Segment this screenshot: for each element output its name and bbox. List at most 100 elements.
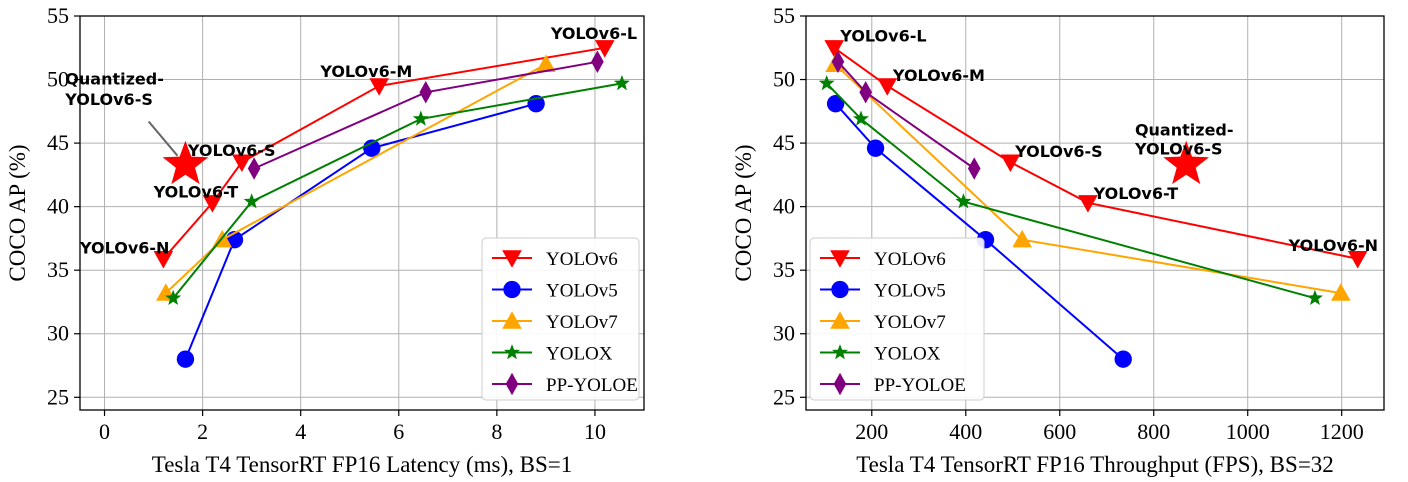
x-tick-label: 200 bbox=[855, 419, 888, 444]
annotation-label: YOLOv6-S bbox=[1134, 140, 1223, 159]
data-point bbox=[165, 289, 182, 305]
data-point bbox=[859, 81, 872, 104]
y-tick-label: 35 bbox=[47, 257, 69, 282]
series-yolov5 bbox=[826, 95, 1132, 368]
data-point bbox=[176, 350, 195, 368]
data-point bbox=[1114, 350, 1132, 368]
legend-label: PP-YOLOE bbox=[546, 375, 638, 396]
x-axis-label: Tesla T4 TensorRT FP16 Throughput (FPS),… bbox=[856, 452, 1334, 477]
annotation-arrow bbox=[147, 120, 179, 157]
data-point bbox=[1330, 283, 1351, 301]
legend-label: YOLOv5 bbox=[546, 281, 618, 302]
data-point bbox=[363, 139, 381, 157]
x-tick-label: 2 bbox=[197, 419, 208, 444]
data-point bbox=[419, 81, 433, 104]
data-point bbox=[412, 110, 429, 126]
data-point bbox=[866, 139, 885, 157]
throughput-chart: 200 400 600 800 1000 1200 25 30 35 40 45 50 55 Tesla … bbox=[731, 3, 1385, 477]
legend-marker bbox=[830, 250, 850, 268]
data-point bbox=[1000, 154, 1021, 172]
data-point bbox=[818, 75, 835, 91]
annotation-label: YOLOv6-S bbox=[187, 141, 276, 160]
x-tick-label: 4 bbox=[295, 419, 306, 444]
annotation-label: YOLOv6-T bbox=[153, 183, 239, 202]
data-point bbox=[369, 78, 389, 96]
quantized-point bbox=[162, 140, 209, 185]
plot-frame bbox=[79, 15, 645, 411]
annotation-label: YOLOv6-M bbox=[892, 66, 985, 85]
x-tick-label: 10 bbox=[584, 419, 606, 444]
series-line bbox=[834, 103, 1124, 360]
data-point bbox=[1012, 229, 1032, 248]
series-line bbox=[825, 82, 1316, 300]
annotation-label: Quantized- bbox=[65, 70, 164, 89]
annotation-label: YOLOv6-L bbox=[550, 24, 637, 43]
legend-marker bbox=[831, 280, 849, 299]
data-point bbox=[1347, 251, 1368, 269]
y-tick-label: 40 bbox=[47, 194, 69, 219]
annotation-label: YOLOv6-T bbox=[1093, 184, 1179, 203]
data-point bbox=[536, 54, 556, 72]
legend-label: YOLOv6 bbox=[874, 249, 946, 270]
legend-label: YOLOX bbox=[546, 344, 613, 365]
annotation-label: YOLOv6-S bbox=[1014, 142, 1103, 161]
series-yolov6 bbox=[153, 40, 615, 269]
series-yolox bbox=[818, 75, 1323, 305]
y-tick-label: 30 bbox=[47, 321, 69, 346]
y-tick-label: 45 bbox=[773, 130, 795, 155]
y-tick-label: 30 bbox=[773, 321, 795, 346]
data-point bbox=[243, 193, 260, 209]
legend-label: YOLOX bbox=[874, 344, 941, 365]
plot-frame bbox=[805, 15, 1385, 411]
annotation-label: YOLOv6-M bbox=[319, 62, 412, 81]
legend-marker bbox=[502, 311, 522, 329]
data-point bbox=[153, 251, 174, 269]
x-tick-label: 600 bbox=[1043, 419, 1076, 444]
annotation-label: Quantized- bbox=[1135, 120, 1234, 139]
y-tick-label: 55 bbox=[773, 3, 795, 28]
y-axis-label: COCO AP (%) bbox=[731, 144, 756, 281]
annotation-label: YOLOv6-N bbox=[79, 239, 169, 258]
annotation-label: YOLOv6-S bbox=[64, 90, 153, 109]
x-tick-label: 1200 bbox=[1320, 419, 1364, 444]
latency-chart: 0 2 4 6 8 10 25 30 35 40 45 50 55 Tesla T4 TensorRT F… bbox=[5, 3, 645, 477]
y-tick-label: 40 bbox=[773, 194, 795, 219]
legend-label: YOLOv7 bbox=[546, 312, 618, 333]
data-point bbox=[877, 78, 898, 96]
x-tick-label: 8 bbox=[491, 419, 502, 444]
data-point bbox=[591, 50, 604, 73]
series-line bbox=[172, 82, 623, 299]
x-tick-label: 800 bbox=[1137, 419, 1170, 444]
x-tick-label: 6 bbox=[393, 419, 404, 444]
data-point bbox=[955, 193, 972, 209]
legend-marker bbox=[832, 344, 848, 360]
y-tick-label: 50 bbox=[47, 67, 69, 92]
data-point bbox=[202, 195, 223, 213]
legend-label: YOLOv7 bbox=[874, 312, 946, 333]
data-point bbox=[613, 75, 630, 91]
legend-marker bbox=[505, 372, 519, 396]
legend-label: YOLOv5 bbox=[874, 281, 946, 302]
series-pp-yoloe bbox=[247, 50, 604, 180]
x-axis-label: Tesla T4 TensorRT FP16 Latency (ms), BS=… bbox=[152, 452, 572, 477]
y-tick-label: 50 bbox=[773, 67, 795, 92]
data-point bbox=[247, 157, 261, 180]
legend-frame bbox=[481, 237, 640, 401]
legend-label: YOLOv6 bbox=[546, 249, 618, 270]
data-point bbox=[853, 110, 869, 126]
x-tick-label: 1000 bbox=[1226, 419, 1270, 444]
y-tick-label: 35 bbox=[773, 257, 795, 282]
legend: YOLOv6 YOLOv5 YOLOv7 YOLOX PP-YOLOE bbox=[809, 237, 985, 401]
series-line bbox=[184, 102, 537, 360]
annotation-label: YOLOv6-N bbox=[1288, 236, 1378, 255]
data-point bbox=[967, 157, 981, 180]
y-tick-label: 55 bbox=[47, 3, 69, 28]
series-yolov6 bbox=[824, 40, 1368, 269]
series-yolov5 bbox=[176, 95, 545, 368]
legend-frame bbox=[809, 237, 985, 401]
quantized-point bbox=[1163, 140, 1209, 185]
data-point bbox=[826, 95, 845, 113]
x-tick-label: 0 bbox=[99, 419, 110, 444]
data-point bbox=[1078, 195, 1098, 213]
